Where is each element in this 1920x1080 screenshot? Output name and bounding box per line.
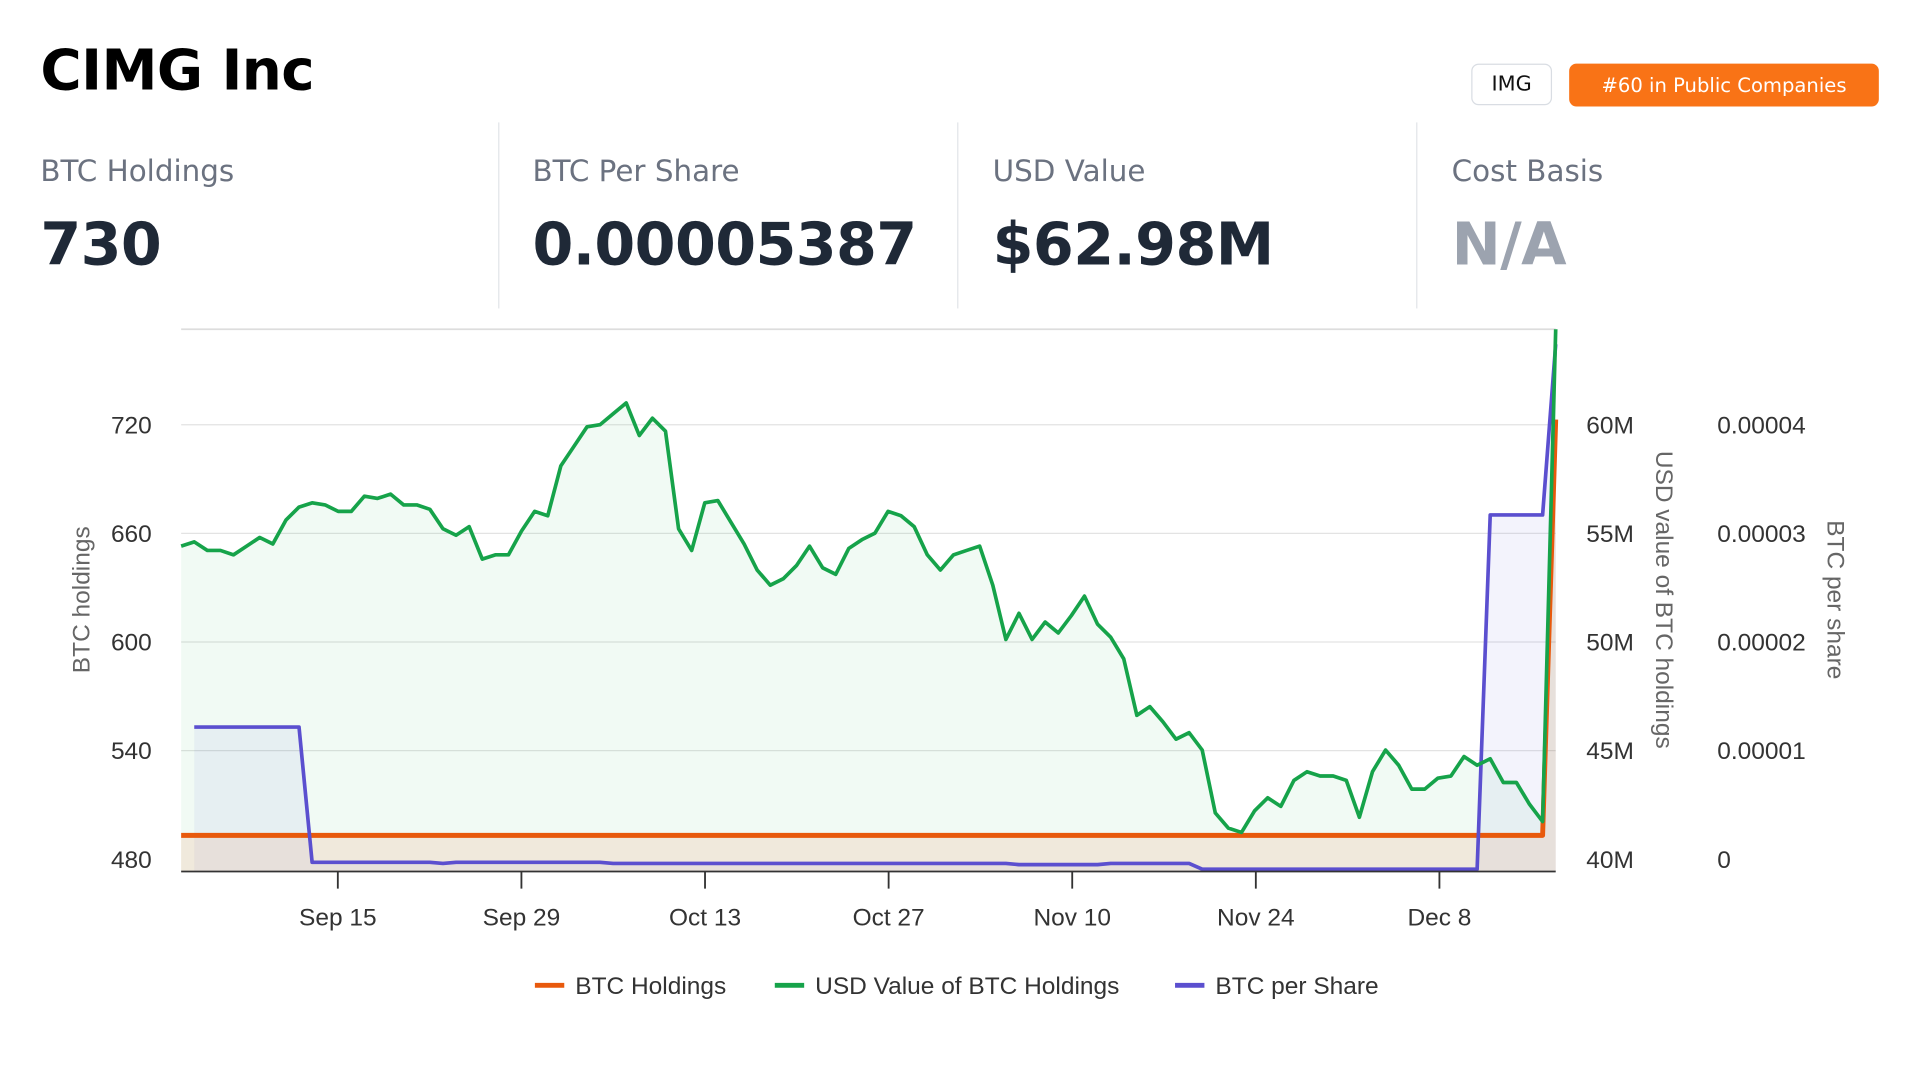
right-axis-btc-per-share-tick-label: 0.00001 <box>1717 738 1805 765</box>
stat-label: BTC Per Share <box>532 154 740 189</box>
x-axis-tick-label: Sep 15 <box>299 904 377 931</box>
right-axis-btc-per-share-tick-label: 0.00002 <box>1717 630 1805 657</box>
stat-value: 730 <box>40 210 162 280</box>
chart-legend: BTC Holdings USD Value of BTC Holdings BTC… <box>534 973 1379 1000</box>
x-axis-tick-label: Nov 10 <box>1033 904 1111 931</box>
right-axis-btc-per-share-tick-label: 0 <box>1717 847 1731 874</box>
x-axis-tick-label: Oct 13 <box>669 904 741 931</box>
ticker-badge: IMG <box>1471 63 1553 106</box>
left-axis-tick-label: 480 <box>111 847 152 874</box>
stat-value: N/A <box>1451 210 1567 280</box>
right-axis-usd-tick-label: 55M <box>1586 521 1634 548</box>
stat-btc-per-share: BTC Per Share 0.00005387 <box>498 122 958 309</box>
right-axis-usd-tick-label: 50M <box>1586 630 1634 657</box>
usd-value-area <box>181 329 1556 872</box>
usd-value-line <box>180 329 1558 835</box>
legend-label: BTC per Share <box>1215 973 1378 1000</box>
left-axis-title: BTC holdings <box>68 526 95 673</box>
stat-value: 0.00005387 <box>532 210 917 280</box>
stat-label: BTC Holdings <box>40 154 235 189</box>
stat-label: USD Value <box>992 154 1146 189</box>
left-axis-tick-label: 660 <box>111 521 152 548</box>
btc-per-share-line <box>194 344 1558 871</box>
x-axis-tick-label: Sep 29 <box>483 904 561 931</box>
legend-label: USD Value of BTC Holdings <box>815 973 1119 1000</box>
left-axis-tick-label: 540 <box>111 738 152 765</box>
right-axis-usd-tick-label: 40M <box>1586 847 1634 874</box>
page-title: CIMG Inc <box>40 36 315 103</box>
right-axis-btc-per-share-title: BTC per share <box>1821 520 1848 679</box>
stat-btc-holdings: BTC Holdings 730 <box>40 122 498 308</box>
right-axis-btc-per-share-tick-label: 0.00004 <box>1717 412 1805 439</box>
stat-value: $62.98M <box>992 210 1275 280</box>
legend-label: BTC Holdings <box>575 973 726 1000</box>
left-axis-tick-label: 720 <box>111 412 152 439</box>
stat-cost-basis: Cost Basis N/A <box>1416 122 1880 309</box>
left-axis-tick-label: 600 <box>111 630 152 657</box>
stat-label: Cost Basis <box>1451 154 1604 189</box>
x-axis-tick-label: Oct 27 <box>853 904 925 931</box>
x-axis-tick-label: Nov 24 <box>1217 904 1295 931</box>
right-axis-btc-per-share-tick-label: 0.00003 <box>1717 521 1805 548</box>
right-axis-usd-title: USD value of BTC holdings <box>1650 451 1677 749</box>
right-axis-usd-tick-label: 45M <box>1586 738 1634 765</box>
x-axis-tick-label: Dec 8 <box>1407 904 1471 931</box>
stat-usd-value: USD Value $62.98M <box>957 122 1417 309</box>
right-axis-usd-tick-label: 60M <box>1586 412 1634 439</box>
rank-badge[interactable]: #60 in Public Companies <box>1569 63 1879 107</box>
